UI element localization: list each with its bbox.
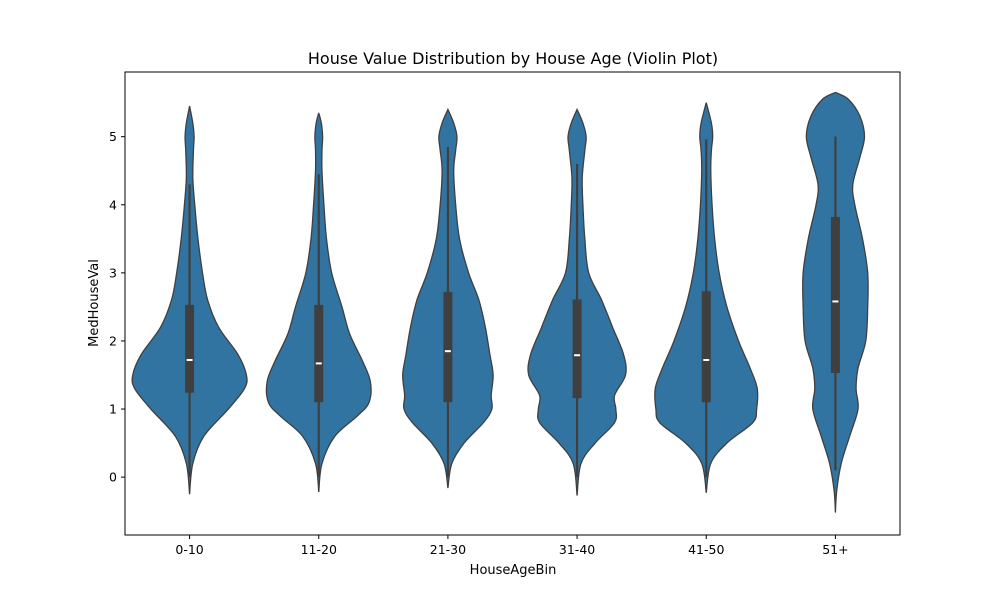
- iqr-box-31-40: [572, 299, 582, 399]
- iqr-box-11-20: [314, 304, 324, 403]
- violin-11-20: [265, 112, 372, 493]
- chart-title: House Value Distribution by House Age (V…: [308, 49, 718, 68]
- plot-frame: [124, 71, 901, 536]
- violin-21-30: [402, 107, 494, 489]
- y-axis: 0 1 2 3 4 5: [109, 129, 125, 485]
- iqr-box-0-10: [185, 304, 195, 393]
- y-tick-label-0: 0: [109, 470, 117, 485]
- x-tick-label-31-40: 31-40: [559, 542, 595, 557]
- y-tick-label-4: 4: [109, 197, 117, 212]
- violin-31-40: [527, 107, 627, 496]
- violin-51+: [802, 91, 869, 513]
- y-axis-label: MedHouseVal: [87, 259, 102, 347]
- iqr-box-21-30: [443, 291, 453, 403]
- x-tick-label-21-30: 21-30: [430, 542, 466, 557]
- x-tick-label-0-10: 0-10: [175, 542, 203, 557]
- x-axis-label: HouseAgeBin: [470, 563, 557, 578]
- x-tick-label-41-50: 41-50: [688, 542, 724, 557]
- violins-group: [131, 91, 869, 513]
- x-tick-label-11-20: 11-20: [301, 542, 337, 557]
- y-tick-label-3: 3: [109, 265, 117, 280]
- violin-41-50: [654, 102, 759, 493]
- y-tick-label-2: 2: [109, 333, 117, 348]
- iqr-box-51+: [830, 217, 840, 373]
- iqr-box-41-50: [701, 291, 711, 403]
- violin-0-10: [131, 105, 248, 495]
- x-tick-label-51+: 51+: [822, 542, 848, 557]
- y-tick-label-5: 5: [109, 129, 117, 144]
- y-tick-label-1: 1: [109, 402, 117, 417]
- x-axis: 0-10 11-20 21-30 31-40 41-50 51+: [175, 535, 849, 557]
